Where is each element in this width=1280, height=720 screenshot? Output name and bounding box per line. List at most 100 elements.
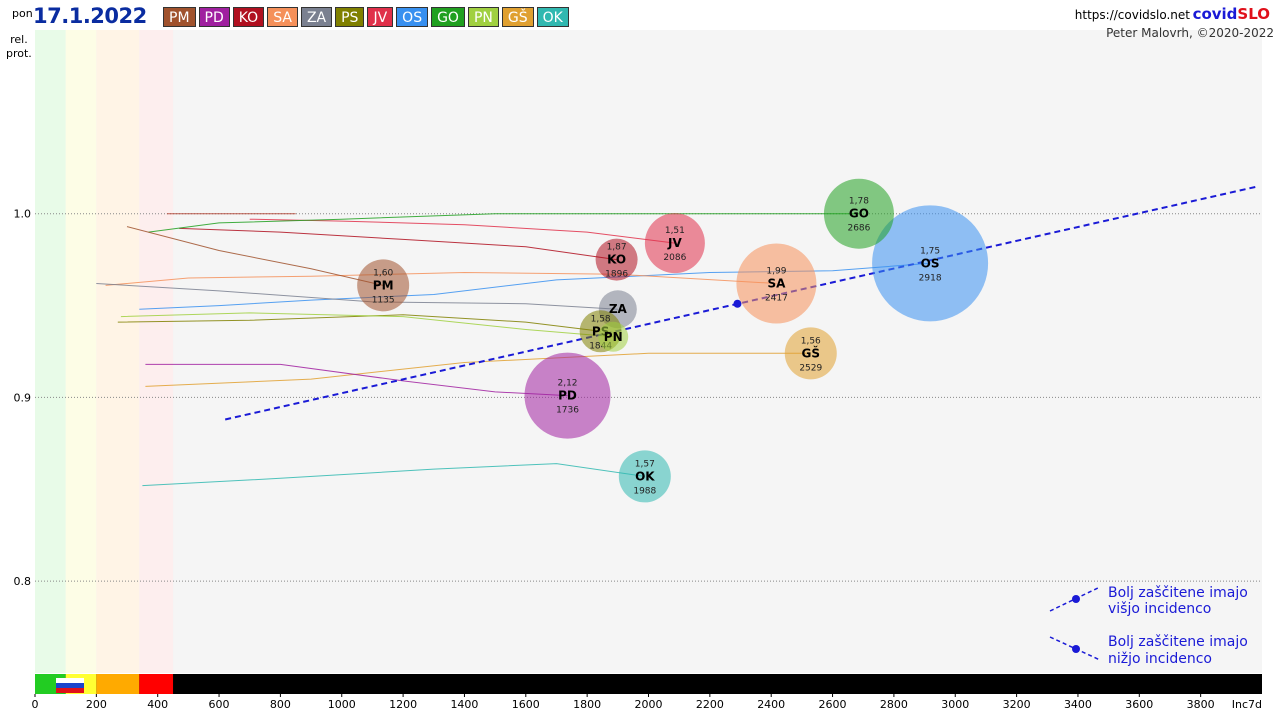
region-tag-SA[interactable]: SA [267,7,298,27]
y-tick-label: 1.0 [14,208,32,221]
bubble-code: JV [667,236,682,250]
bubble-code: PD [558,389,577,403]
y-tick-label: 0.8 [14,575,32,588]
trail-OK [142,463,645,487]
trail-PN [120,312,614,338]
x-tick-label: 3600 [1125,698,1153,711]
bubble-PN [598,321,629,352]
legend-higher-line [1049,586,1101,612]
bubble-code: SA [767,277,786,291]
trail-GŠ [145,352,811,387]
bubble-r-value: 1,87 [607,243,627,253]
bubble-incidence: 2686 [847,224,870,234]
brand-logo: covidSLO [1193,5,1270,23]
bubble-code: ZA [609,302,628,316]
incidence-bar-segment [139,674,174,694]
region-tag-GŠ[interactable]: GŠ [501,7,534,27]
bubble-incidence: 1844 [589,341,612,351]
author-credit: Peter Malovrh, ©2020-2022 [1106,26,1274,40]
bubble-incidence: 2417 [765,294,788,304]
bubble-JV [644,213,705,274]
date-title: 17.1.2022 [33,4,147,28]
legend-text: višjo incidenco [1108,601,1211,617]
x-tick-label: 1400 [450,698,478,711]
bubble-r-value: 2,12 [557,379,577,389]
bubble-code: OK [635,469,655,483]
trend-point [733,299,742,308]
region-tag-PD[interactable]: PD [198,7,230,27]
trail-PM [126,226,384,286]
x-tick-label: 2400 [757,698,785,711]
x-tick-label: 3000 [941,698,969,711]
x-tick-label: 200 [86,698,107,711]
bubble-r-value: 1,57 [635,459,655,469]
bubble-PD [524,352,611,439]
region-tag-ZA[interactable]: ZA [300,7,333,27]
trail-PD [145,363,568,397]
bubble-r-value: 1,60 [373,268,393,278]
trend-line [224,185,1260,421]
plot-background [35,30,1262,673]
brand-part-b: SLO [1237,5,1270,23]
region-tag-PM[interactable]: PM [163,7,196,27]
region-tag-OS[interactable]: OS [396,7,429,27]
risk-band [65,30,97,673]
legend-lower-dot [1072,645,1080,653]
bubble-OK [618,450,671,503]
bubble-r-value: 1,75 [920,246,940,256]
legend-higher-dot [1072,595,1080,603]
bubble-code: PN [604,330,623,344]
legend-text: Bolj zaščitene imajo [1108,634,1248,650]
y-axis-label: rel. prot. [6,33,32,61]
brand-part-a: covid [1192,5,1238,23]
legend-text: nižjo incidenco [1108,651,1212,667]
legend-text: Bolj zaščitene imajo [1108,585,1248,601]
bubble-PM [357,259,410,312]
bubble-r-value: 1,56 [801,336,821,346]
trail-KO [179,227,617,261]
region-tag-bar: PM PD KO SA ZA PS JV OS GO PN GŠ OK [163,7,569,27]
incidence-bar [35,674,1262,694]
legend-lower-line [1049,636,1101,661]
bubble-r-value: 1,58 [591,314,611,324]
x-axis-label: Inc7d [1232,698,1262,711]
region-tag-KO[interactable]: KO [232,7,265,27]
flag-red [56,688,84,693]
region-tag-JV[interactable]: JV [367,7,394,27]
bubble-SA [736,243,817,324]
bubble-incidence: 1988 [633,486,656,496]
y-tick-label: 0.9 [14,391,32,404]
bubble-incidence: 1736 [556,406,579,416]
bubble-incidence: 1135 [372,295,395,305]
x-tick-label: 400 [147,698,168,711]
bubble-r-value: 1,51 [665,226,685,236]
bubble-code: PM [373,278,394,292]
x-tick-label: 3200 [1003,698,1031,711]
x-tick-label: 3400 [1064,698,1092,711]
bubble-code: KO [607,253,626,267]
y-axis-label-part: rel. [10,33,28,46]
y-axis-label-part: prot. [6,47,32,60]
day-label: pon [12,7,33,20]
bubble-incidence: 2529 [799,363,822,373]
trail-PS [117,314,601,332]
flag-blue [56,683,84,688]
risk-band [35,30,66,673]
x-tick-label: 800 [270,698,291,711]
site-url-link[interactable]: https://covidslo.net [1074,8,1190,22]
bubble-code: OS [921,256,940,270]
flag-white [56,678,84,683]
region-tag-GO[interactable]: GO [431,7,465,27]
x-tick-label: 600 [209,698,230,711]
bubble-incidence: 1896 [605,270,628,280]
region-tag-OK[interactable]: OK [536,7,569,27]
region-tag-PN[interactable]: PN [467,7,499,27]
bubble-KO [595,238,638,281]
x-tick-label: 1200 [389,698,417,711]
region-tag-PS[interactable]: PS [335,7,365,27]
bubble-incidence: 2918 [919,273,942,283]
bubble-GŠ [784,327,837,380]
risk-band [139,30,174,673]
bubble-incidence: 2086 [663,253,686,263]
